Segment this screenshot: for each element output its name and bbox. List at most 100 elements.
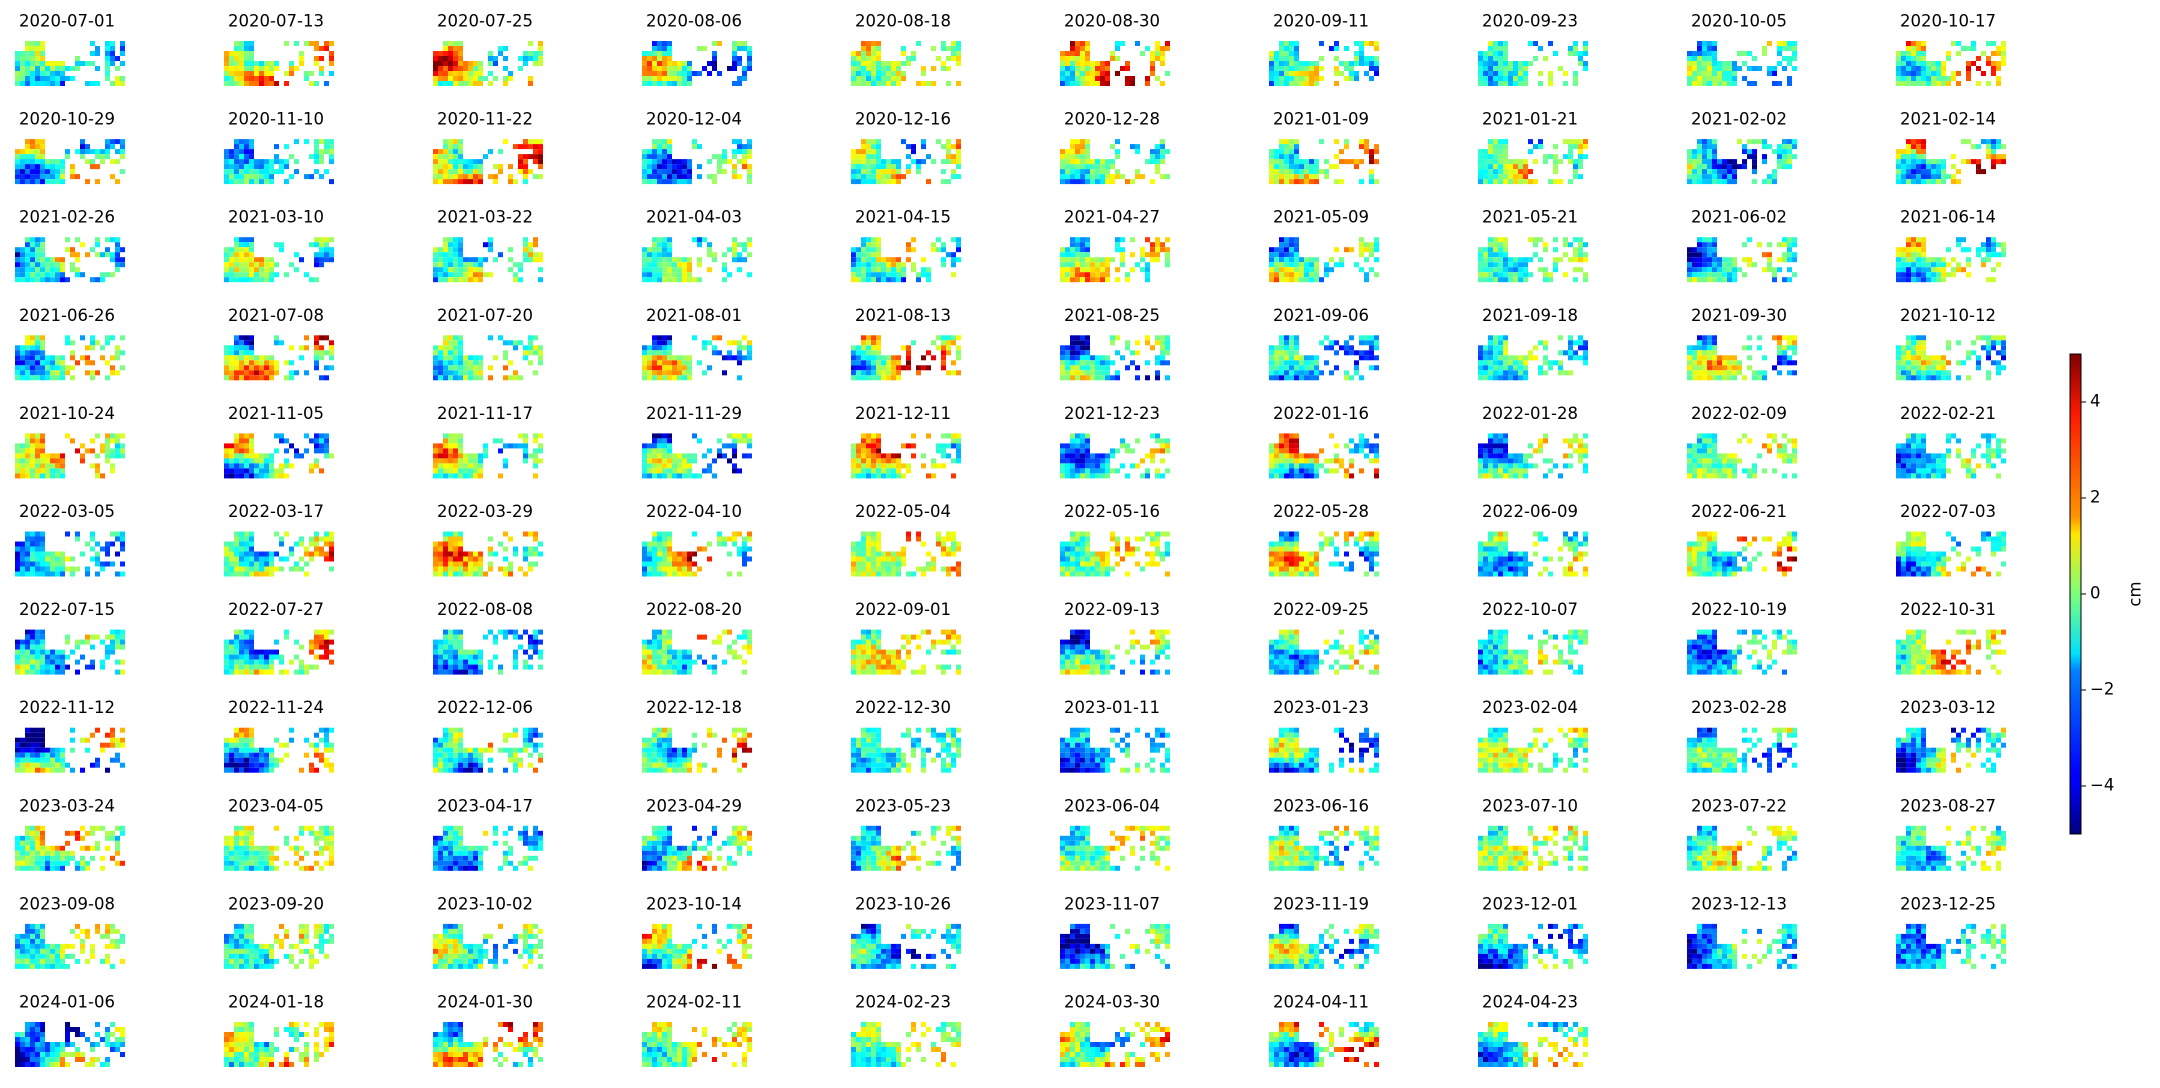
pixel — [274, 448, 279, 454]
pixel — [224, 257, 229, 263]
pixel — [1503, 76, 1508, 81]
pixel — [25, 149, 30, 155]
pixel — [1697, 267, 1702, 273]
pixel — [1901, 355, 1906, 361]
pixel — [264, 360, 269, 366]
pixel — [100, 154, 105, 160]
pixel — [85, 144, 90, 150]
pixel — [682, 262, 687, 268]
pixel — [1503, 340, 1508, 346]
pixel — [1896, 154, 1901, 160]
pixel — [1269, 350, 1274, 356]
pixel — [1986, 144, 1991, 150]
pixel — [45, 370, 50, 376]
pixel — [1493, 257, 1498, 263]
pixel — [1986, 350, 1991, 356]
pixel — [75, 448, 80, 454]
pixel — [941, 179, 946, 185]
pixel — [1488, 242, 1493, 248]
pixel — [871, 174, 876, 180]
pixel — [941, 448, 946, 454]
pixel — [946, 46, 951, 51]
pixel — [229, 56, 234, 61]
pixel — [951, 174, 956, 180]
pixel — [1090, 164, 1095, 170]
pixel — [1911, 242, 1916, 248]
pixel — [1533, 242, 1538, 248]
pixel — [50, 458, 55, 464]
pixel — [1493, 81, 1498, 86]
pixel — [1125, 345, 1130, 351]
pixel — [1961, 247, 1966, 253]
pixel — [274, 360, 279, 366]
pixel — [861, 149, 866, 155]
pixel — [289, 370, 294, 376]
pixel — [1782, 154, 1787, 160]
pixel — [1901, 252, 1906, 258]
pixel — [732, 237, 737, 243]
pixel — [861, 56, 866, 61]
pixel — [25, 66, 30, 71]
pixel — [239, 443, 244, 449]
pixel — [294, 267, 299, 273]
pixel — [662, 473, 667, 479]
pixel — [871, 66, 876, 71]
pixel — [269, 365, 274, 371]
pixel — [1722, 375, 1727, 381]
pixel — [224, 473, 229, 479]
pixel — [1772, 267, 1777, 273]
pixel — [1284, 340, 1289, 346]
pixel — [642, 149, 647, 155]
pixel — [264, 179, 269, 185]
pixel — [329, 355, 334, 361]
pixel — [95, 463, 100, 469]
pixel — [1976, 56, 1981, 61]
pixel — [1493, 335, 1498, 341]
pixel — [30, 51, 35, 56]
pixel — [105, 139, 110, 145]
pixel — [727, 355, 732, 361]
pixel — [1906, 375, 1911, 381]
pixel — [1896, 247, 1901, 253]
pixel — [35, 375, 40, 381]
pixel — [319, 46, 324, 51]
pixel — [538, 61, 543, 66]
pixel — [747, 345, 752, 351]
pixel — [1060, 56, 1065, 61]
pixel — [1503, 149, 1508, 155]
pixel — [692, 458, 697, 464]
pixel — [1911, 144, 1916, 150]
pixel — [309, 277, 314, 283]
pixel — [120, 61, 125, 66]
pixel — [438, 267, 443, 273]
pixel — [1692, 179, 1697, 185]
pixel — [324, 237, 329, 243]
pixel — [1080, 66, 1085, 71]
pixel — [1070, 277, 1075, 283]
pixel — [314, 433, 319, 439]
pixel — [50, 365, 55, 371]
pixel — [936, 247, 941, 253]
pixel — [2001, 159, 2006, 165]
pixel — [35, 41, 40, 46]
pixel — [647, 262, 652, 268]
pixel — [871, 61, 876, 66]
pixel — [1986, 252, 1991, 258]
pixel — [1289, 139, 1294, 145]
pixel — [1498, 242, 1503, 248]
pixel — [324, 41, 329, 46]
pixel — [1498, 350, 1503, 356]
pixel — [1717, 360, 1722, 366]
pixel — [244, 169, 249, 175]
pixel — [1991, 149, 1996, 155]
pixel — [662, 139, 667, 145]
pixel — [647, 247, 652, 253]
pixel — [234, 277, 239, 283]
pixel — [25, 139, 30, 145]
pixel — [652, 463, 657, 469]
pixel — [493, 179, 498, 185]
pixel — [697, 237, 702, 243]
pixel — [1503, 350, 1508, 356]
pixel — [1493, 51, 1498, 56]
pixel — [1951, 174, 1956, 180]
